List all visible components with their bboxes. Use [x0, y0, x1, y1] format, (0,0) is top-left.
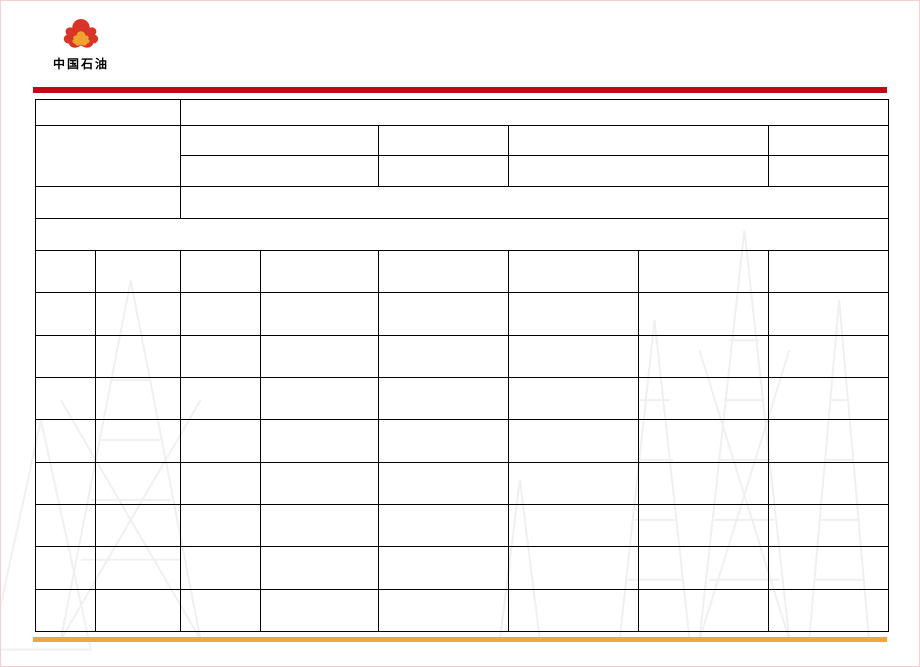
- cell: [509, 378, 639, 420]
- cell: [261, 589, 379, 631]
- cell: [96, 504, 181, 546]
- cell: [181, 335, 261, 377]
- cell-r3-c: [379, 156, 509, 186]
- cell: [639, 589, 769, 631]
- cell: [769, 293, 889, 335]
- cell: [181, 504, 261, 546]
- cell: [261, 420, 379, 462]
- cell: [379, 335, 509, 377]
- cell-r4-a: [36, 186, 181, 218]
- petrochina-logo-icon: [60, 15, 102, 51]
- grid-head-8: [769, 251, 889, 293]
- logo-text: 中国石油: [53, 55, 109, 72]
- cell: [96, 589, 181, 631]
- cell: [379, 420, 509, 462]
- grid-head-3: [181, 251, 261, 293]
- cell: [36, 335, 96, 377]
- cell: [181, 293, 261, 335]
- cell: [379, 504, 509, 546]
- cell: [181, 378, 261, 420]
- cell: [36, 504, 96, 546]
- cell: [509, 335, 639, 377]
- cell: [639, 504, 769, 546]
- cell-r4-b: [181, 186, 889, 218]
- cell-r3-b: [181, 156, 379, 186]
- grid-head-5: [379, 251, 509, 293]
- cell: [509, 420, 639, 462]
- cell: [379, 293, 509, 335]
- cell-r2-e: [769, 126, 889, 156]
- cell-r2-c: [379, 126, 509, 156]
- cell-r1-b: [181, 100, 889, 126]
- cell: [769, 547, 889, 589]
- cell-r2-b: [181, 126, 379, 156]
- cell: [96, 293, 181, 335]
- grid-head-7: [639, 251, 769, 293]
- cell: [639, 293, 769, 335]
- cell-r3-d: [509, 156, 769, 186]
- grid-head-6: [509, 251, 639, 293]
- cell: [261, 293, 379, 335]
- cell: [36, 378, 96, 420]
- cell: [509, 293, 639, 335]
- grid-head-1: [36, 251, 96, 293]
- cell: [261, 462, 379, 504]
- cell: [261, 378, 379, 420]
- cell: [36, 420, 96, 462]
- cell: [639, 420, 769, 462]
- cell: [769, 378, 889, 420]
- cell: [509, 462, 639, 504]
- cell-r5: [36, 218, 889, 250]
- cell: [769, 589, 889, 631]
- cell: [181, 547, 261, 589]
- cell: [96, 462, 181, 504]
- cell: [639, 335, 769, 377]
- cell: [181, 420, 261, 462]
- logo: 中国石油: [51, 15, 111, 72]
- accent-bar-top: [33, 87, 887, 93]
- cell: [96, 378, 181, 420]
- cell: [36, 462, 96, 504]
- cell: [379, 589, 509, 631]
- cell: [36, 293, 96, 335]
- cell: [36, 589, 96, 631]
- cell: [509, 547, 639, 589]
- cell: [379, 547, 509, 589]
- cell: [769, 420, 889, 462]
- cell-r2-d: [509, 126, 769, 156]
- cell-r2-a: [36, 126, 181, 186]
- cell: [769, 504, 889, 546]
- grid-head-2: [96, 251, 181, 293]
- cell: [639, 462, 769, 504]
- cell: [639, 547, 769, 589]
- cell: [509, 589, 639, 631]
- cell: [96, 335, 181, 377]
- page-header: 中国石油: [1, 1, 919, 87]
- cell: [379, 462, 509, 504]
- form-table: [35, 99, 885, 632]
- cell-r3-e: [769, 156, 889, 186]
- cell: [509, 504, 639, 546]
- cell: [379, 378, 509, 420]
- grid-head-4: [261, 251, 379, 293]
- cell-r1-a: [36, 100, 181, 126]
- cell: [769, 335, 889, 377]
- cell: [261, 335, 379, 377]
- cell: [181, 462, 261, 504]
- cell: [96, 420, 181, 462]
- cell: [261, 504, 379, 546]
- cell: [639, 378, 769, 420]
- cell: [261, 547, 379, 589]
- cell: [769, 462, 889, 504]
- cell: [181, 589, 261, 631]
- accent-bar-bottom: [33, 637, 887, 642]
- cell: [96, 547, 181, 589]
- cell: [36, 547, 96, 589]
